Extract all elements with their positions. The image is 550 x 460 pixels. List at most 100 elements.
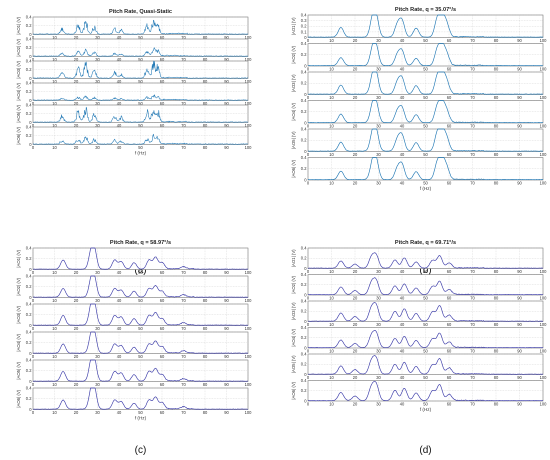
x-tick-label: 30 [376,123,381,128]
x-tick-label: 30 [95,123,100,128]
series-line-ao2 [307,43,544,67]
x-tick-label: 10 [329,401,334,406]
y-tick-label: 0 [29,267,32,272]
x-tick-label: 60 [160,35,165,40]
x-tick-label: 0 [32,410,35,415]
y-tick-label: 0.2 [26,45,32,50]
subplot-ao6: 0 10 20 30 40 50 60 70 80 90 100 0 0.2 0.4 |AO6| (V) [291,378,547,406]
x-tick-label: 50 [138,35,143,40]
x-tick-label: 70 [181,79,186,84]
y-axis-label: |AO5| (V) [291,355,296,373]
x-tick-label: 30 [376,152,381,157]
x-tick-label: 30 [376,38,381,43]
y-tick-label: 0.2 [301,52,307,57]
subplot-ao5: 0 10 20 30 40 50 60 70 80 90 100 0 0.2 0.4 |AO5| (V) [291,126,547,156]
y-tick-label: 0.4 [301,98,307,103]
series-line-ao4 [307,330,544,349]
y-tick-label: 0 [304,372,307,377]
x-tick-label: 50 [423,152,428,157]
x-tick-label: 100 [540,269,548,274]
y-axis-label: |AO1| (V) [16,16,21,34]
subplot-ao5: 0 10 20 30 40 50 60 70 80 90 100 0 0.2 0.4 |AO5| (V) [291,351,547,379]
x-tick-label: 0 [32,145,35,150]
y-tick-label: 0.4 [301,245,307,250]
y-tick-label: 0 [304,35,307,40]
x-tick-label: 60 [160,79,165,84]
x-tick-label: 30 [376,322,381,327]
x-tick-label: 90 [224,410,229,415]
y-axis-label: |AO1| (V) [16,249,21,267]
x-tick-label: 0 [307,152,310,157]
x-tick-label: 70 [181,270,186,275]
x-tick-label: 70 [181,354,186,359]
y-tick-label: 0.4 [301,351,307,356]
x-tick-label: 90 [517,66,522,71]
subplot-ao1: 0 10 20 30 40 50 60 70 80 90 10000.10.20.30.4|AO1|… [291,12,547,42]
y-tick-label: 0.4 [26,273,32,278]
x-tick-label: 10 [52,57,57,62]
x-tick-label: 10 [329,180,334,185]
series-line-ao1 [32,19,249,35]
y-tick-label: 0.2 [301,362,307,367]
y-tick-label: 0.2 [301,388,307,393]
x-axis-label: f (Hz) [135,416,147,421]
x-tick-label: 40 [400,348,405,353]
x-tick-label: 50 [138,354,143,359]
x-tick-label: 90 [224,298,229,303]
y-axis-label: |AO5| (V) [291,131,296,149]
x-tick-label: 0 [307,38,310,43]
y-tick-label: 0 [304,292,307,297]
y-axis-label: |AO1| (V) [291,249,296,267]
x-tick-label: 60 [447,375,452,380]
x-tick-label: 10 [329,95,334,100]
x-tick-label: 50 [138,382,143,387]
x-tick-label: 40 [400,322,405,327]
x-tick-label: 0 [307,295,310,300]
x-tick-label: 10 [52,145,57,150]
series-line-ao4 [307,100,544,124]
series-line-ao6 [307,157,544,181]
x-tick-label: 30 [95,410,100,415]
x-tick-label: 20 [353,348,358,353]
x-tick-label: 20 [353,375,358,380]
x-tick-label: 90 [517,152,522,157]
x-tick-label: 90 [224,145,229,150]
x-tick-label: 80 [203,410,208,415]
x-tick-label: 30 [95,57,100,62]
x-tick-label: 30 [95,145,100,150]
x-tick-label: 100 [540,295,548,300]
y-axis-label: |AO2| (V) [16,277,21,295]
x-tick-label: 40 [117,79,122,84]
y-tick-label: 0 [304,149,307,154]
y-tick-label: 0 [29,54,32,59]
x-tick-label: 60 [160,354,165,359]
x-tick-label: 10 [52,35,57,40]
chart-title: Pitch Rate, Quasi-Static [109,9,172,15]
x-tick-label: 90 [224,382,229,387]
y-tick-label: 0.4 [26,329,32,334]
x-tick-label: 100 [540,348,548,353]
panel-caption: (d) [419,445,431,456]
y-tick-label: 0.4 [26,102,32,107]
y-tick-label: 0.4 [26,14,32,19]
y-tick-label: 0 [29,120,32,125]
x-tick-label: 30 [95,79,100,84]
x-tick-label: 60 [160,298,165,303]
x-tick-label: 0 [307,66,310,71]
x-tick-label: 60 [447,295,452,300]
chart-title: Pitch Rate, q = 69.71°/s [395,240,456,246]
x-tick-label: 100 [245,101,253,106]
x-tick-label: 70 [470,180,475,185]
x-tick-label: 60 [160,101,165,106]
series-line-ao5 [32,106,249,123]
y-tick-label: 0 [304,398,307,403]
x-tick-label: 80 [494,295,499,300]
y-tick-label: 0.4 [301,325,307,330]
x-tick-label: 60 [160,270,165,275]
x-tick-label: 80 [203,101,208,106]
y-tick-label: 0 [29,32,32,37]
